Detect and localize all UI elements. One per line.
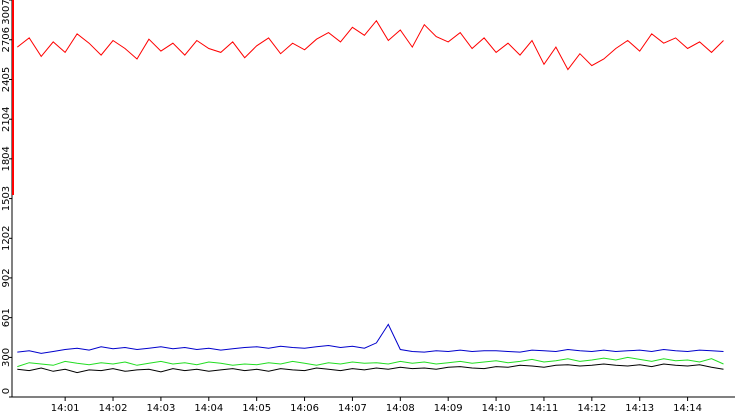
x-tick-label: 14:12 — [577, 403, 606, 414]
y-tick-label: 2405 — [1, 67, 12, 92]
x-tick-label: 14:07 — [338, 403, 367, 414]
series-line — [17, 363, 724, 374]
x-tick-label: 14:05 — [242, 403, 271, 414]
y-tick-label: 2104 — [1, 106, 12, 131]
series-line — [17, 323, 724, 354]
x-tick-label: 14:10 — [482, 403, 511, 414]
x-tick-label: 14:09 — [434, 403, 463, 414]
x-tick-label: 14:14 — [673, 403, 702, 414]
x-tick-label: 14:06 — [290, 403, 319, 414]
y-tick-label: 1202 — [1, 226, 12, 251]
y-tick-label: 300 — [1, 348, 12, 367]
series-line — [17, 356, 724, 368]
y-tick-label: 601 — [1, 308, 12, 327]
x-tick-label: 14:01 — [51, 403, 80, 414]
x-tick-label: 14:03 — [146, 403, 175, 414]
y-tick-label: 0 — [1, 388, 12, 394]
x-tick-label: 14:04 — [194, 403, 223, 414]
y-tick-label: 1804 — [1, 146, 12, 171]
x-tick-label: 14:11 — [530, 403, 559, 414]
y-tick-label: 2706 — [1, 27, 12, 52]
x-tick-label: 14:13 — [625, 403, 654, 414]
y-tick-label: 1503 — [1, 186, 12, 211]
y-tick-label: 3007 — [1, 0, 12, 25]
series-line — [16, 19, 724, 71]
y-tick-label: 902 — [1, 268, 12, 287]
x-tick-label: 14:02 — [99, 403, 128, 414]
x-tick-label: 14:08 — [386, 403, 415, 414]
